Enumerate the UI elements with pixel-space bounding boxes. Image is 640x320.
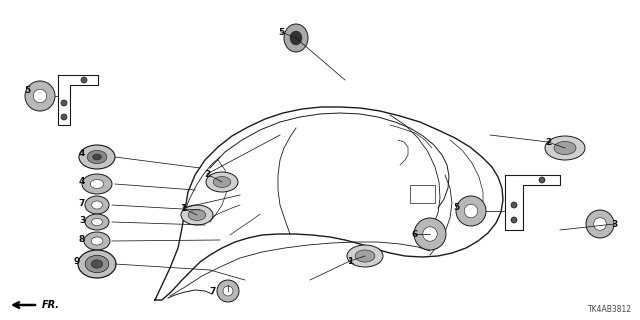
Ellipse shape [284, 24, 308, 52]
Circle shape [61, 114, 67, 120]
Text: 7: 7 [79, 198, 85, 207]
Text: FR.: FR. [42, 300, 60, 310]
Ellipse shape [355, 250, 375, 262]
Text: 9: 9 [74, 258, 80, 267]
Ellipse shape [414, 218, 446, 250]
Text: 3: 3 [611, 220, 617, 228]
Ellipse shape [85, 214, 109, 230]
Ellipse shape [92, 260, 102, 268]
Ellipse shape [213, 177, 231, 188]
Circle shape [539, 177, 545, 183]
Ellipse shape [33, 89, 47, 103]
Ellipse shape [78, 250, 116, 278]
Ellipse shape [594, 218, 606, 230]
Ellipse shape [93, 154, 102, 160]
Text: 1: 1 [180, 204, 186, 212]
Text: 7: 7 [210, 286, 216, 295]
Ellipse shape [25, 81, 55, 111]
Text: 6: 6 [412, 229, 418, 238]
Ellipse shape [92, 219, 102, 226]
Text: 4: 4 [79, 148, 85, 157]
Ellipse shape [85, 255, 109, 273]
Ellipse shape [82, 174, 112, 194]
Ellipse shape [586, 210, 614, 238]
Text: 3: 3 [79, 215, 85, 225]
Text: 4: 4 [79, 177, 85, 186]
Ellipse shape [423, 227, 437, 241]
Bar [410, 185, 435, 203]
Ellipse shape [188, 210, 206, 220]
Text: 2: 2 [545, 138, 551, 147]
Text: 5: 5 [453, 203, 459, 212]
Ellipse shape [217, 280, 239, 302]
Ellipse shape [92, 201, 102, 209]
Text: 2: 2 [204, 170, 210, 179]
Text: 5: 5 [24, 85, 30, 94]
Circle shape [511, 217, 517, 223]
Text: 1: 1 [347, 257, 353, 266]
Ellipse shape [456, 196, 486, 226]
Ellipse shape [223, 286, 233, 296]
Text: 5: 5 [278, 28, 284, 36]
Text: TK4AB3812: TK4AB3812 [588, 305, 632, 314]
Ellipse shape [181, 205, 213, 225]
Ellipse shape [545, 136, 585, 160]
Ellipse shape [554, 141, 576, 155]
Ellipse shape [290, 31, 302, 45]
Ellipse shape [79, 145, 115, 169]
Ellipse shape [90, 180, 104, 188]
Ellipse shape [87, 150, 107, 164]
Ellipse shape [206, 172, 238, 192]
Ellipse shape [464, 204, 477, 218]
Circle shape [511, 202, 517, 208]
Ellipse shape [84, 232, 110, 250]
Ellipse shape [347, 245, 383, 267]
Circle shape [61, 100, 67, 106]
Circle shape [81, 77, 87, 83]
Text: 8: 8 [79, 235, 85, 244]
Ellipse shape [85, 196, 109, 214]
Ellipse shape [91, 237, 103, 245]
